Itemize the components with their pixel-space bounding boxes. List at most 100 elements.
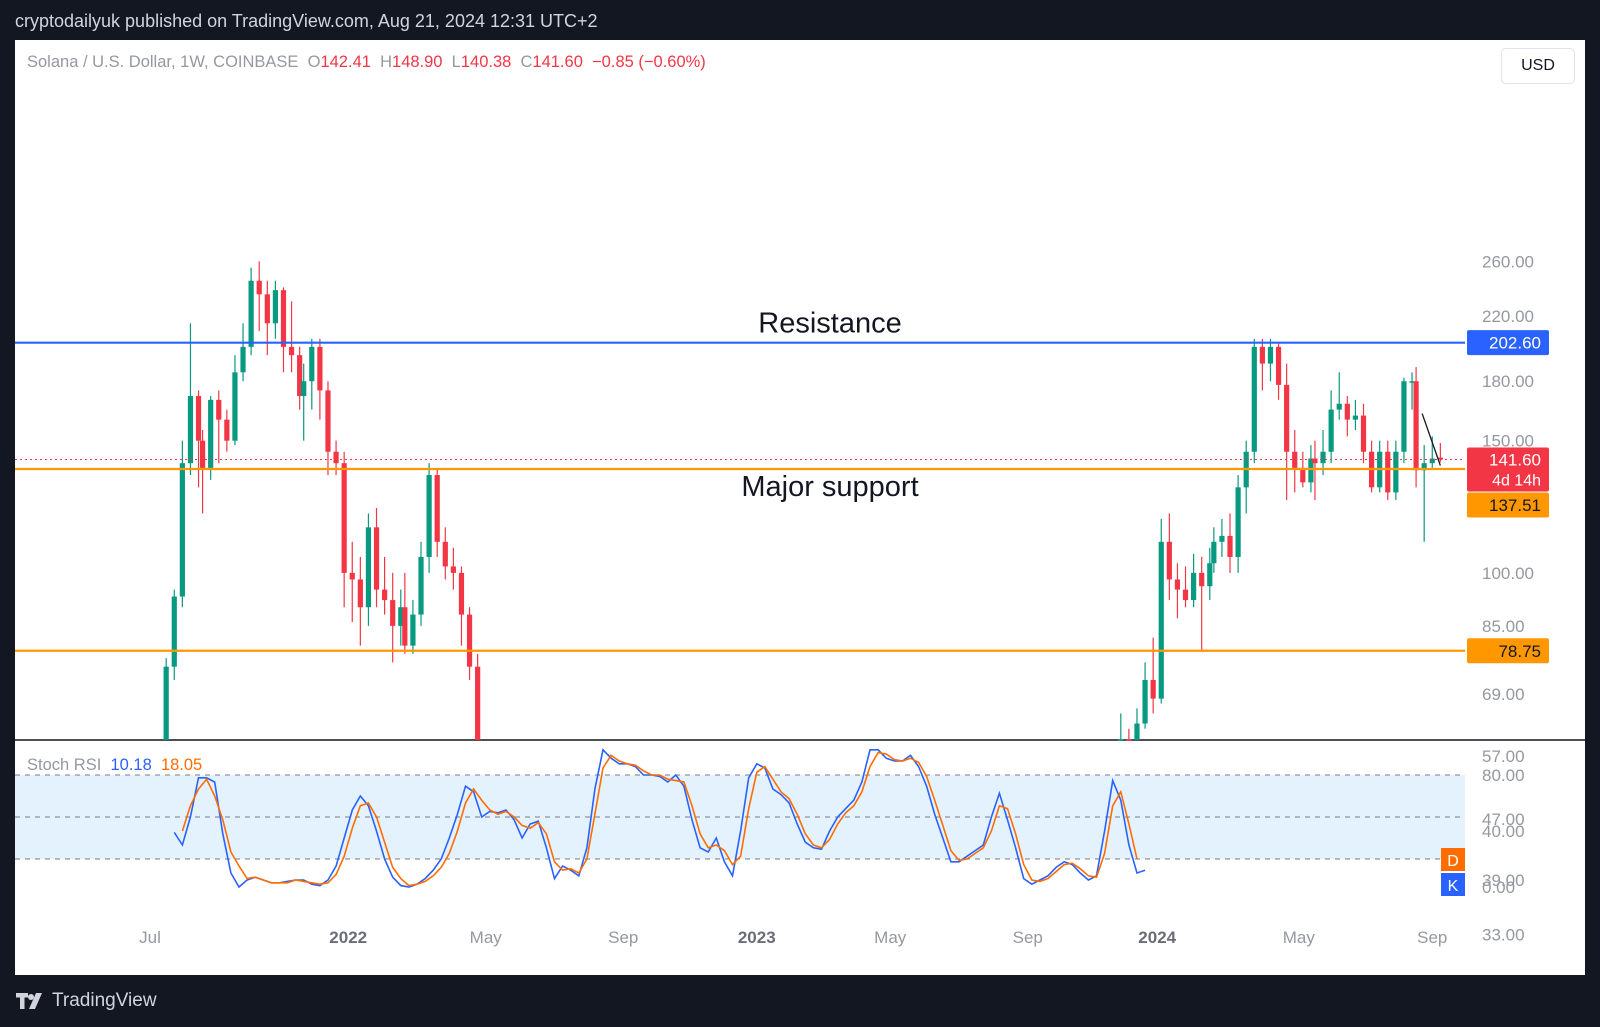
- level-price-label: 78.75: [1498, 642, 1541, 661]
- candle-body: [216, 399, 222, 420]
- candle-body: [1227, 535, 1233, 557]
- candle-body: [171, 596, 177, 667]
- candle-body: [1421, 463, 1427, 471]
- candle-body: [341, 463, 347, 573]
- candle-body: [1429, 458, 1435, 464]
- candle-body: [248, 280, 254, 347]
- candle-body: [163, 666, 169, 740]
- level-annotation: Major support: [741, 471, 918, 503]
- price-tick-label: 69.00: [1482, 685, 1525, 704]
- level-price-badge: [1467, 492, 1549, 518]
- candle-body: [264, 294, 270, 324]
- candle-body: [1413, 381, 1419, 471]
- candle-body: [297, 355, 303, 397]
- candle-body: [272, 290, 278, 324]
- symbol-legend: Solana / U.S. Dollar, 1W, COINBASE O142.…: [27, 53, 706, 72]
- candle-body: [1219, 535, 1225, 542]
- candle-body: [1134, 723, 1140, 740]
- stoch-rsi-pane: 80.00 40.00 0.00 DK: [15, 748, 1525, 897]
- candle-body: [288, 346, 295, 356]
- price-tick-label: 47.00: [1482, 810, 1525, 829]
- candle-body: [1352, 415, 1359, 420]
- candle-body: [442, 541, 448, 567]
- candle-body: [1267, 346, 1274, 364]
- time-tick-label: May: [470, 928, 503, 947]
- published-by-text: cryptodailyuk published on TradingView.c…: [15, 11, 598, 31]
- stoch-rsi-legend: Stoch RSI 10.18 18.05: [27, 756, 202, 775]
- time-tick-label: May: [1283, 928, 1316, 947]
- price-tick-label: 57.00: [1482, 747, 1525, 766]
- candle-body: [1207, 563, 1213, 587]
- candle-body: [224, 419, 230, 441]
- candle-body: [373, 527, 380, 590]
- candle-body: [333, 451, 339, 464]
- candle-body: [1259, 346, 1265, 364]
- levels-layer: Resistance 202.60 Major support 137.51 78.75…: [15, 308, 1549, 664]
- candle-body: [1251, 346, 1257, 452]
- level-price-badge: [1467, 638, 1549, 664]
- last-price-badge: [1467, 447, 1549, 492]
- chart-svg[interactable]: 80.00 40.00 0.00 DK Resistance 202.60 Major s…: [15, 40, 1585, 975]
- currency-button[interactable]: USD: [1501, 48, 1575, 84]
- candle-body: [232, 372, 238, 441]
- candle-body: [1385, 451, 1391, 493]
- candle-body: [1126, 739, 1132, 741]
- time-tick-label: Jul: [139, 928, 161, 947]
- candle-body: [418, 556, 424, 615]
- change-value: −0.85 (−0.60%): [592, 53, 706, 71]
- time-tick-label: 2024: [1138, 928, 1176, 947]
- candle-body: [1292, 451, 1298, 468]
- candle-body: [390, 600, 396, 626]
- series-badge-label: D: [1447, 853, 1459, 870]
- d-value: 18.05: [160, 756, 203, 774]
- candle-body: [1312, 458, 1318, 464]
- candle-body: [1409, 381, 1415, 383]
- candle-body: [398, 607, 404, 626]
- low-label: L: [451, 53, 461, 71]
- candle-body: [426, 475, 432, 557]
- series-badge-label: K: [1448, 878, 1459, 895]
- stoch-rsi-title: Stoch RSI: [27, 756, 102, 774]
- time-tick-label: Sep: [1417, 928, 1447, 947]
- candle-body: [256, 280, 262, 295]
- high-value: 148.90: [392, 53, 443, 71]
- candle-body: [1360, 415, 1367, 452]
- tradingview-logo[interactable]: TradingView: [16, 990, 157, 1012]
- rsi-tick-label: 40.00: [1482, 822, 1525, 841]
- price-axis: 260.00 220.00 180.00 150.00 100.00 85.00 69.00…: [1482, 252, 1534, 944]
- countdown-label: 4d 14h: [1492, 472, 1541, 489]
- candle-body: [1401, 381, 1407, 452]
- level-price-label: 137.51: [1489, 496, 1541, 515]
- publish-header: cryptodailyuk published on TradingView.c…: [0, 0, 1600, 40]
- candle-body: [1300, 467, 1306, 483]
- price-tick-label: 180.00: [1482, 372, 1534, 391]
- candle-body: [1150, 679, 1156, 699]
- candle-body: [1211, 541, 1217, 564]
- candle-body: [1199, 572, 1205, 587]
- candle-body: [179, 463, 185, 597]
- trend-arrow: [1421, 413, 1441, 466]
- candle-body: [1437, 457, 1443, 460]
- tradingview-brand: TradingView: [52, 990, 157, 1011]
- price-tick-label: 85.00: [1482, 617, 1525, 636]
- candle-body: [195, 396, 202, 441]
- time-tick-label: Sep: [1013, 928, 1043, 947]
- candle-body: [1328, 409, 1334, 452]
- candle-body: [187, 396, 194, 464]
- last-price-label: 141.60: [1489, 450, 1541, 469]
- high-label: H: [380, 53, 393, 71]
- candle-body: [1182, 589, 1189, 601]
- price-tick-label: 260.00: [1482, 252, 1534, 271]
- candle-body: [309, 346, 315, 382]
- rsi-tick-label: 80.00: [1482, 766, 1525, 785]
- chart-area[interactable]: 80.00 40.00 0.00 D K Resistance 202.60 Major s…: [15, 40, 1585, 975]
- level-price-label: 202.60: [1489, 334, 1541, 353]
- candle-body: [325, 390, 331, 452]
- candle-body: [1320, 451, 1326, 464]
- price-tick-label: 100.00: [1482, 564, 1534, 583]
- candle-body: [382, 589, 388, 601]
- k-value: 10.18: [110, 756, 152, 774]
- candle-body: [1235, 487, 1241, 557]
- candle-body: [317, 346, 323, 391]
- price-tick-label: 33.00: [1482, 925, 1525, 944]
